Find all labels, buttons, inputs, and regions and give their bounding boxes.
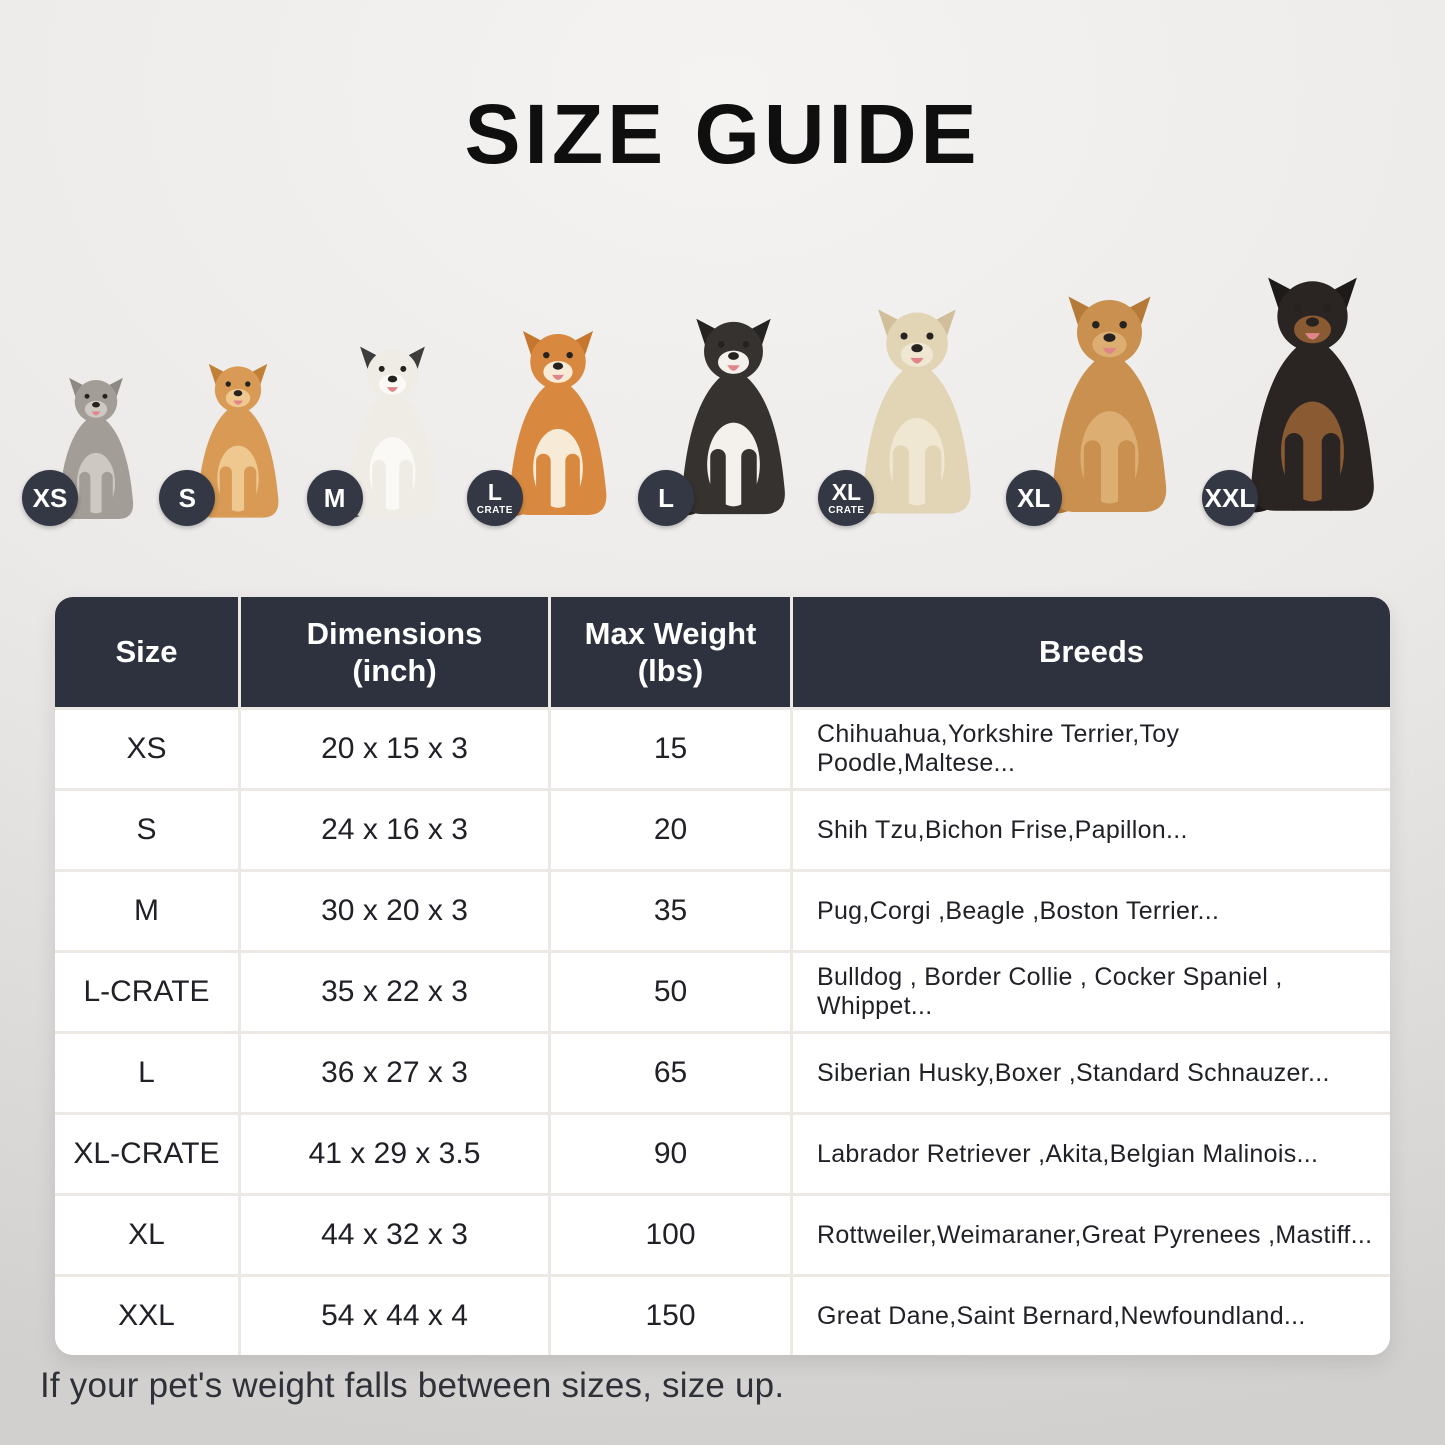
column-header-dimensions: Dimensions (inch) <box>241 597 548 707</box>
table-cell-breeds: Shih Tzu,Bichon Frise,Papillon... <box>793 791 1390 869</box>
table-cell-size: L-CRATE <box>55 953 238 1031</box>
size-badge-sublabel: CRATE <box>828 504 865 516</box>
table-cell-breeds: Great Dane,Saint Bernard,Newfoundland... <box>793 1277 1390 1355</box>
animal-border-collie: L <box>638 304 811 532</box>
table-cell-weight: 90 <box>551 1115 790 1193</box>
table-cell-size: XL <box>55 1196 238 1274</box>
table-cell-weight: 100 <box>551 1196 790 1274</box>
table-cell-dimensions: 24 x 16 x 3 <box>241 791 548 869</box>
size-badge: M <box>306 470 363 526</box>
table-cell-weight: 150 <box>551 1277 790 1355</box>
table-cell-size: L <box>55 1034 238 1112</box>
table-cell-weight: 35 <box>551 872 790 950</box>
animal-doberman: XXL <box>1201 260 1405 532</box>
animal-pomeranian: S <box>159 352 299 532</box>
animal-golden-retriever: XL <box>1005 280 1195 532</box>
table-cell-breeds: Siberian Husky,Boxer ,Standard Schnauzer… <box>793 1034 1390 1112</box>
table-cell-size: S <box>55 791 238 869</box>
size-badge: XL CRATE <box>818 470 875 526</box>
table-cell-breeds: Labrador Retriever ,Akita,Belgian Malino… <box>793 1115 1390 1193</box>
table-cell-weight: 20 <box>551 791 790 869</box>
animal-cat: XS <box>22 367 152 532</box>
size-badge-sublabel: CRATE <box>476 504 513 516</box>
table-cell-dimensions: 41 x 29 x 3.5 <box>241 1115 548 1193</box>
table-cell-dimensions: 30 x 20 x 3 <box>241 872 548 950</box>
table-cell-weight: 65 <box>551 1034 790 1112</box>
table-cell-breeds: Bulldog , Border Collie , Cocker Spaniel… <box>793 953 1390 1031</box>
table-cell-weight: 50 <box>551 953 790 1031</box>
size-badge: XXL <box>1201 470 1258 526</box>
table-cell-size: XXL <box>55 1277 238 1355</box>
table-cell-size: XL-CRATE <box>55 1115 238 1193</box>
size-badge: L CRATE <box>466 470 523 526</box>
table-cell-breeds: Chihuahua,Yorkshire Terrier,Toy Poodle,M… <box>793 710 1390 788</box>
table-cell-size: XS <box>55 710 238 788</box>
table-cell-dimensions: 44 x 32 x 3 <box>241 1196 548 1274</box>
column-header-size: Size <box>55 597 238 707</box>
pet-illustration <box>841 309 972 516</box>
animal-french-bulldog: M <box>306 334 460 532</box>
size-table: Size Dimensions (inch) Max Weight (lbs) … <box>55 597 1390 1355</box>
table-cell-dimensions: 54 x 44 x 4 <box>241 1277 548 1355</box>
table-cell-dimensions: 35 x 22 x 3 <box>241 953 548 1031</box>
size-badge-label: S <box>178 483 196 513</box>
page-title: SIZE GUIDE <box>464 87 981 181</box>
size-badge: L <box>638 470 695 526</box>
column-header-breeds: Breeds <box>793 597 1390 707</box>
size-badge-label: XS <box>32 483 68 513</box>
animal-labrador: XL CRATE <box>818 294 998 532</box>
pet-illustration <box>660 318 786 516</box>
table-cell-size: M <box>55 872 238 950</box>
size-badge-label: L <box>658 483 675 513</box>
sizing-note: If your pet's weight falls between sizes… <box>40 1366 785 1405</box>
column-header-max-weight: Max Weight (lbs) <box>551 597 790 707</box>
size-badge-label: XL <box>831 478 862 505</box>
pet-size-row: XS S <box>22 248 1405 532</box>
size-badge-label: XL <box>1017 483 1051 513</box>
size-badge-label: L <box>487 478 502 505</box>
table-cell-dimensions: 36 x 27 x 3 <box>241 1034 548 1112</box>
size-badge: XL <box>1005 470 1062 526</box>
animal-shiba-inu: L CRATE <box>466 317 631 532</box>
size-badge-label: M <box>323 483 346 513</box>
size-badge-label: XXL <box>1204 483 1256 513</box>
pet-illustration <box>180 363 279 519</box>
pet-illustration <box>43 377 134 521</box>
table-cell-breeds: Rottweiler,Weimaraner,Great Pyrenees ,Ma… <box>793 1196 1390 1274</box>
table-cell-breeds: Pug,Corgi ,Beagle ,Boston Terrier... <box>793 872 1390 950</box>
table-cell-dimensions: 20 x 15 x 3 <box>241 710 548 788</box>
size-badge: S <box>159 470 216 526</box>
size-badge: XS <box>22 470 78 526</box>
table-cell-weight: 15 <box>551 710 790 788</box>
